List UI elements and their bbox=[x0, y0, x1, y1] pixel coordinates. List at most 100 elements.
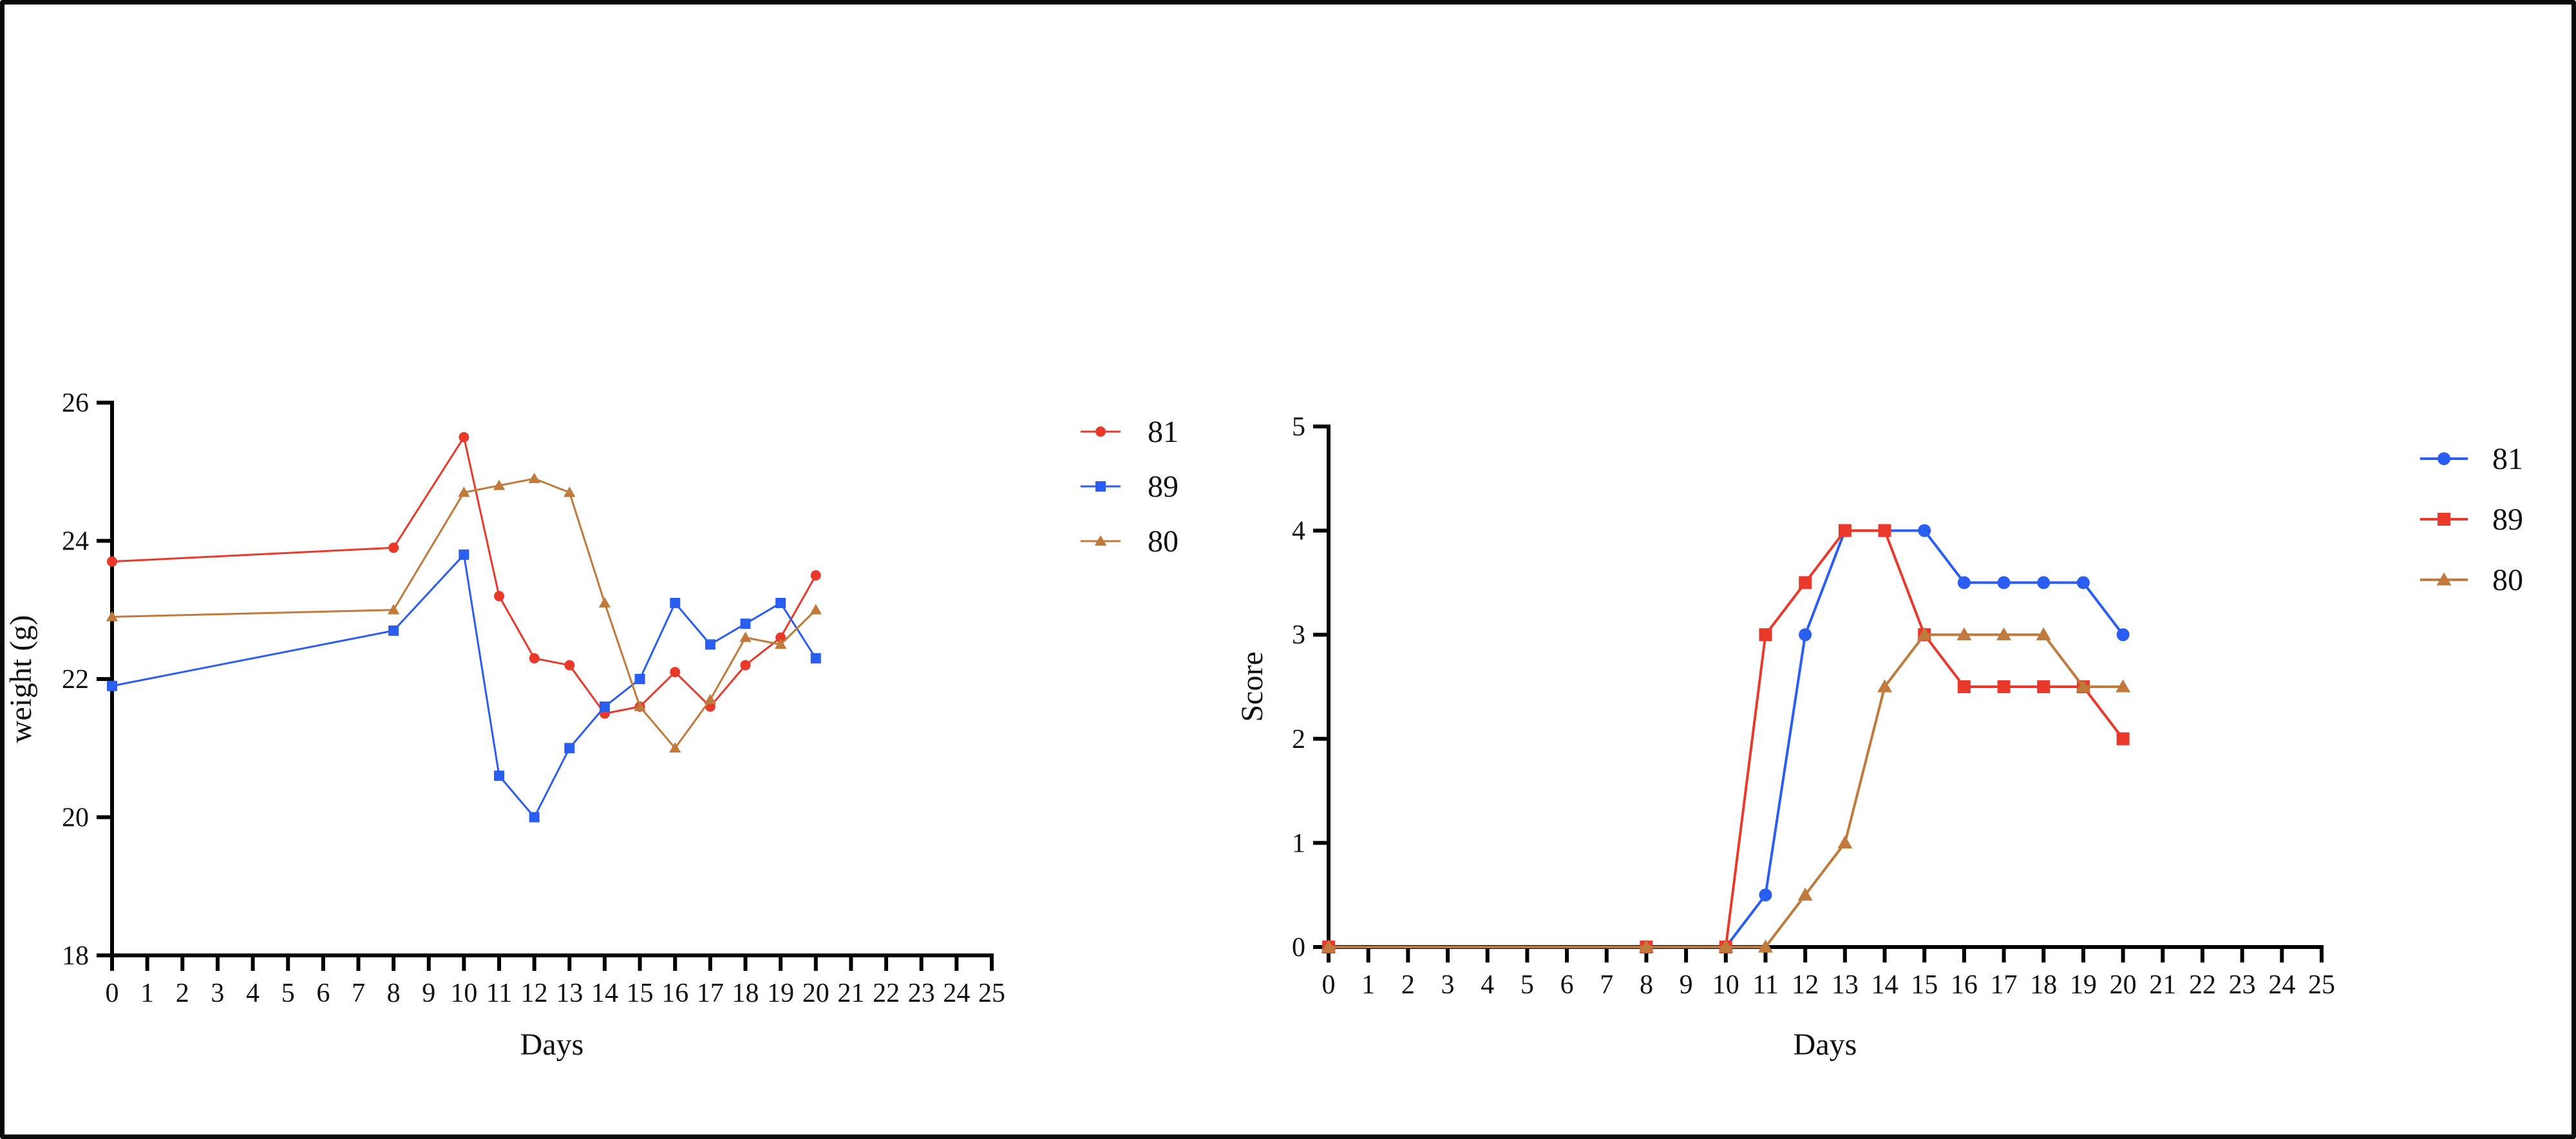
data-point-89 bbox=[494, 770, 505, 781]
data-point-80 bbox=[739, 631, 752, 642]
data-point-81 bbox=[459, 432, 469, 443]
data-point-89 bbox=[705, 639, 715, 650]
x-tick-label: 23 bbox=[2229, 970, 2256, 1000]
legend-marker-81 bbox=[2438, 452, 2450, 465]
x-tick-label: 16 bbox=[1951, 970, 1978, 1000]
x-tick-label: 14 bbox=[1871, 970, 1899, 1000]
series-line-81 bbox=[111, 436, 817, 715]
data-point-80 bbox=[810, 604, 822, 615]
y-tick-label: 1 bbox=[1292, 828, 1305, 858]
data-point-81 bbox=[564, 660, 575, 671]
data-point-89 bbox=[1997, 680, 2011, 693]
data-point-89 bbox=[1759, 628, 1772, 642]
score-chart: 0 1 2 3 4 5 6 7 8 9 10 11 12 13 14 15 16 17 18 19 20 21 22 23 24… bbox=[1235, 412, 2523, 1062]
x-axis-title: Days bbox=[1794, 1028, 1857, 1062]
y-tick-label: 4 bbox=[1292, 517, 1305, 546]
x-tick-label: 17 bbox=[697, 979, 724, 1008]
data-point-89 bbox=[810, 653, 821, 664]
data-point-81 bbox=[2037, 576, 2050, 589]
data-point-80 bbox=[458, 486, 470, 497]
data-point-80 bbox=[1638, 939, 1654, 953]
x-tick-label: 24 bbox=[943, 979, 970, 1008]
data-point-81 bbox=[1918, 524, 1931, 537]
data-point-89 bbox=[107, 680, 117, 691]
x-tick-label: 2 bbox=[176, 979, 189, 1008]
data-point-80 bbox=[528, 472, 540, 483]
x-tick-label: 17 bbox=[1991, 970, 2018, 1000]
data-point-80 bbox=[1837, 835, 1853, 849]
data-point-81 bbox=[529, 653, 540, 664]
data-point-89 bbox=[670, 598, 681, 609]
data-point-80 bbox=[1956, 627, 1972, 640]
y-tick-label: 2 bbox=[1292, 725, 1305, 754]
x-tick-label: 0 bbox=[106, 979, 119, 1008]
legend-label-89: 89 bbox=[2492, 503, 2523, 537]
x-tick-label: 10 bbox=[1712, 970, 1739, 1000]
legend-marker-81 bbox=[1095, 426, 1106, 437]
data-point-89 bbox=[775, 598, 786, 609]
data-point-80 bbox=[2116, 679, 2131, 693]
data-point-89 bbox=[1838, 524, 1852, 537]
y-tick-label: 5 bbox=[1292, 412, 1305, 442]
x-tick-label: 3 bbox=[211, 979, 224, 1008]
data-point-80 bbox=[106, 611, 118, 622]
data-point-81 bbox=[494, 591, 505, 602]
data-point-81 bbox=[2076, 576, 2090, 589]
legend-marker-80 bbox=[2436, 572, 2452, 586]
data-point-81 bbox=[775, 632, 786, 643]
x-tick-label: 18 bbox=[2030, 970, 2057, 1000]
x-tick-label: 22 bbox=[2189, 970, 2216, 1000]
data-point-81 bbox=[1799, 628, 1812, 642]
x-tick-label: 8 bbox=[1640, 970, 1653, 1000]
y-tick-label: 22 bbox=[62, 665, 89, 694]
x-tick-label: 2 bbox=[1401, 970, 1415, 1000]
y-axis-title: weight (g) bbox=[4, 615, 38, 743]
data-point-81 bbox=[1957, 576, 1971, 589]
legend-label-89: 89 bbox=[1148, 470, 1179, 504]
x-tick-label: 12 bbox=[521, 979, 548, 1008]
data-point-81 bbox=[1997, 576, 2011, 589]
series-line-89 bbox=[1329, 529, 2125, 948]
x-tick-label: 21 bbox=[2149, 970, 2176, 1000]
data-point-89 bbox=[634, 674, 645, 684]
y-tick-label: 18 bbox=[62, 941, 89, 971]
x-tick-label: 6 bbox=[316, 979, 330, 1008]
data-point-80 bbox=[598, 597, 611, 608]
y-tick-label: 26 bbox=[62, 388, 89, 418]
data-point-81 bbox=[107, 556, 117, 567]
data-point-81 bbox=[1759, 888, 1772, 902]
x-tick-label: 19 bbox=[767, 979, 794, 1008]
data-point-80 bbox=[493, 479, 506, 490]
x-tick-label: 13 bbox=[1832, 970, 1859, 1000]
weight-chart: 0 1 2 3 4 5 6 7 8 9 10 11 12 13 14 15 16 17 18 19 20 21 22 23 24… bbox=[4, 388, 1179, 1062]
data-point-81 bbox=[670, 667, 681, 678]
x-tick-label: 0 bbox=[1322, 970, 1336, 1000]
x-tick-label: 9 bbox=[1680, 970, 1693, 1000]
data-point-80 bbox=[634, 700, 646, 711]
data-point-80 bbox=[1877, 679, 1893, 693]
x-tick-label: 1 bbox=[1361, 970, 1375, 1000]
x-tick-label: 11 bbox=[486, 979, 512, 1008]
x-tick-label: 12 bbox=[1792, 970, 1819, 1000]
data-point-80 bbox=[1917, 627, 1932, 640]
legend-label-81: 81 bbox=[1148, 415, 1179, 449]
x-tick-label: 8 bbox=[387, 979, 401, 1008]
x-tick-label: 10 bbox=[450, 979, 477, 1008]
data-point-89 bbox=[740, 618, 751, 629]
x-tick-label: 14 bbox=[591, 979, 618, 1008]
y-axis-title: Score bbox=[1235, 651, 1269, 722]
data-point-89 bbox=[1878, 524, 1891, 537]
x-tick-label: 7 bbox=[1600, 970, 1613, 1000]
data-point-81 bbox=[740, 660, 751, 671]
y-tick-label: 24 bbox=[62, 527, 89, 557]
x-tick-label: 5 bbox=[281, 979, 295, 1008]
data-point-81 bbox=[388, 542, 399, 553]
data-point-81 bbox=[2116, 628, 2130, 642]
series-line-89 bbox=[111, 553, 817, 818]
data-point-80 bbox=[387, 604, 400, 615]
data-point-80 bbox=[2036, 627, 2051, 640]
y-tick-label: 20 bbox=[62, 803, 89, 833]
legend-label-80: 80 bbox=[2492, 563, 2523, 597]
x-axis-title: Days bbox=[520, 1028, 584, 1062]
